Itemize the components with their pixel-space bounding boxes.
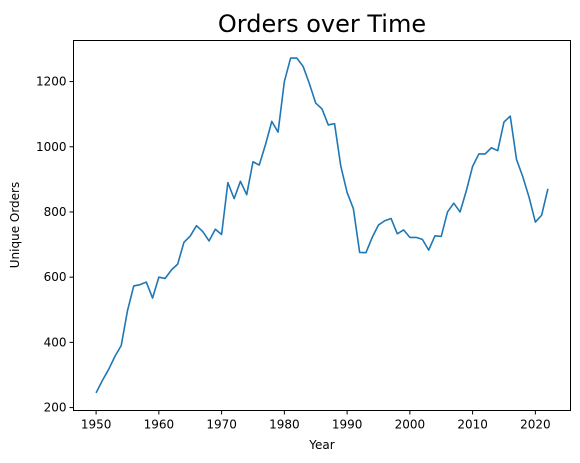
x-tick-label: 2010 [457,418,488,432]
x-tick-label: 2020 [520,418,551,432]
series-lines [95,57,549,394]
y-tick-label: 800 [44,205,67,219]
x-axis-ticks: 1950 1960 1970 1980 1990 2000 2010 2020 [81,410,551,432]
x-tick-label: 1990 [332,418,363,432]
series-line [95,57,549,394]
x-tick-label: 1970 [206,418,237,432]
y-tick-label: 200 [44,401,67,415]
x-tick-label: 1960 [144,418,175,432]
y-axis-ticks: 200 400 600 800 1000 1200 [36,75,74,415]
chart-title: Orders over Time [218,10,426,38]
x-tick-label: 2000 [395,418,426,432]
x-tick-label: 1950 [81,418,112,432]
x-axis-label: Year [308,438,334,452]
x-tick-label: 1980 [269,418,300,432]
y-axis-label: Unique Orders [8,182,22,269]
y-tick-label: 400 [44,335,67,349]
y-tick-label: 1000 [36,140,67,154]
plot-frame [73,40,571,411]
y-tick-label: 1200 [36,75,67,89]
y-tick-label: 600 [44,270,67,284]
